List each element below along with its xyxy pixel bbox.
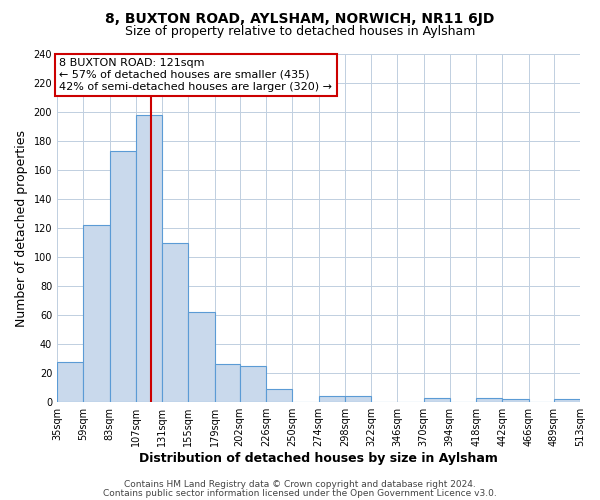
- Bar: [424, 398, 450, 402]
- X-axis label: Distribution of detached houses by size in Aylsham: Distribution of detached houses by size …: [139, 452, 498, 465]
- Bar: [240, 366, 266, 402]
- Text: Contains HM Land Registry data © Crown copyright and database right 2024.: Contains HM Land Registry data © Crown c…: [124, 480, 476, 489]
- Text: 8 BUXTON ROAD: 121sqm
← 57% of detached houses are smaller (435)
42% of semi-det: 8 BUXTON ROAD: 121sqm ← 57% of detached …: [59, 58, 332, 92]
- Bar: [215, 364, 240, 402]
- Text: Contains public sector information licensed under the Open Government Licence v3: Contains public sector information licen…: [103, 488, 497, 498]
- Bar: [188, 312, 215, 402]
- Bar: [110, 151, 136, 402]
- Bar: [266, 389, 292, 402]
- Bar: [476, 398, 502, 402]
- Bar: [57, 362, 83, 402]
- Bar: [502, 400, 529, 402]
- Text: Size of property relative to detached houses in Aylsham: Size of property relative to detached ho…: [125, 25, 475, 38]
- Bar: [554, 400, 580, 402]
- Y-axis label: Number of detached properties: Number of detached properties: [15, 130, 28, 326]
- Text: 8, BUXTON ROAD, AYLSHAM, NORWICH, NR11 6JD: 8, BUXTON ROAD, AYLSHAM, NORWICH, NR11 6…: [106, 12, 494, 26]
- Bar: [83, 225, 110, 402]
- Bar: [319, 396, 345, 402]
- Bar: [345, 396, 371, 402]
- Bar: [162, 242, 188, 402]
- Bar: [136, 115, 162, 402]
